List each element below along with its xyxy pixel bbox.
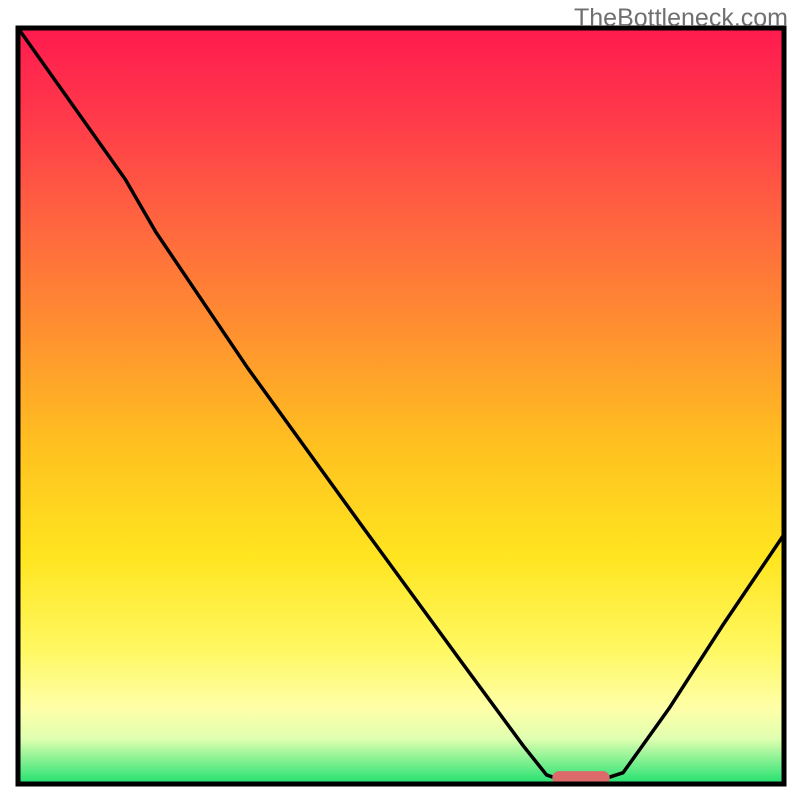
chart-container: TheBottleneck.com <box>0 0 800 800</box>
plot-background <box>18 28 784 784</box>
bottleneck-chart <box>0 0 800 800</box>
watermark-text: TheBottleneck.com <box>574 4 788 33</box>
